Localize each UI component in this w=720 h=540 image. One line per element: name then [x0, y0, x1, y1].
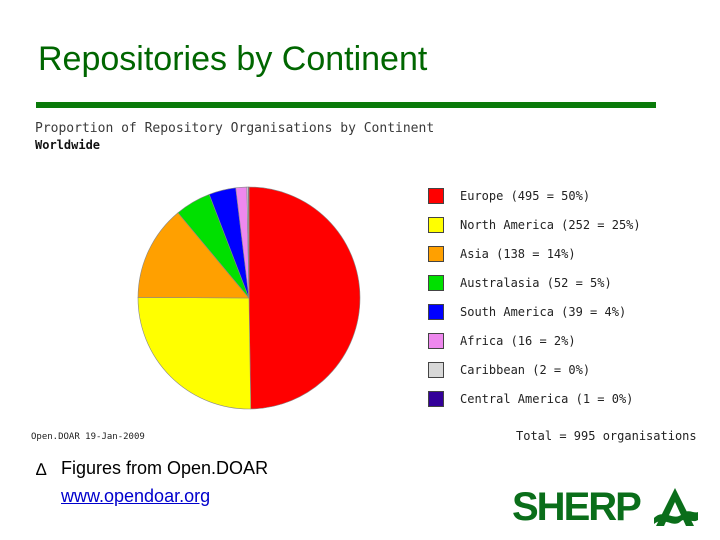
legend-swatch	[428, 188, 444, 204]
pie-slice-asia	[137, 212, 250, 299]
chart-title: Proportion of Repository Organisations b…	[35, 121, 435, 136]
legend-label: Central America (1 = 0%)	[460, 392, 634, 406]
legend-swatch	[428, 275, 444, 291]
legend-label: Africa (16 = 2%)	[460, 334, 576, 348]
legend-swatch	[428, 304, 444, 320]
legend-swatch	[428, 246, 444, 262]
chart-source-note: Open.DOAR 19-Jan-2009	[31, 432, 145, 442]
bullet-icon: ∆	[36, 460, 47, 479]
pie-slice-central-america	[247, 186, 250, 299]
legend-label: Australasia (52 = 5%)	[460, 276, 612, 290]
legend-label: Europe (495 = 50%)	[460, 189, 591, 203]
opendoar-link[interactable]: www.opendoar.org	[61, 486, 211, 506]
slide-title: Repositories by Continent	[38, 40, 428, 78]
logo-a-mark-icon	[654, 488, 698, 526]
legend-swatch	[428, 391, 444, 407]
legend-label: Asia (138 = 14%)	[460, 247, 576, 261]
pie-slice-north-america	[137, 297, 252, 410]
logo-text: SHERP	[512, 485, 642, 529]
sherpa-logo: SHERP	[512, 484, 700, 530]
legend-swatch	[428, 217, 444, 233]
chart-total-label: Total = 995 organisations	[516, 429, 697, 443]
legend-label: North America (252 = 25%)	[460, 218, 641, 232]
legend-swatch	[428, 333, 444, 349]
legend-label: Caribbean (2 = 0%)	[460, 363, 591, 377]
title-divider	[36, 102, 656, 108]
chart-subtitle: Worldwide	[35, 138, 101, 152]
legend-label: South America (39 = 4%)	[460, 305, 627, 319]
legend-swatch	[428, 362, 444, 378]
bullet-text: Figures from Open.DOAR	[61, 458, 269, 478]
pie-slice-europe	[248, 186, 361, 410]
